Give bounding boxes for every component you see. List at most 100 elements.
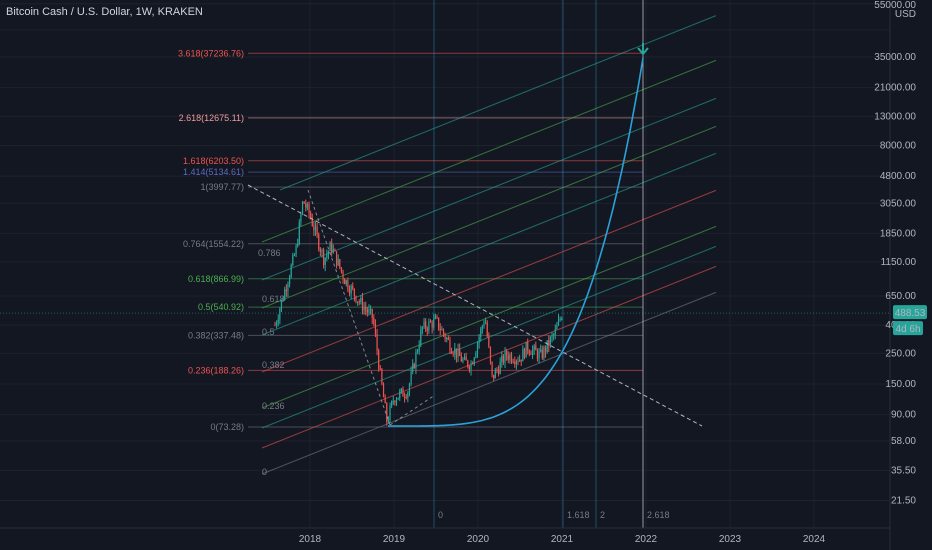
candle-body [313,225,315,231]
candle-body [460,355,462,362]
candle-body [468,366,470,370]
candle-body [457,348,459,358]
time-axis[interactable]: 2018 2019 2020 2021 2022 2023 2024 [0,527,890,545]
candle-body [428,321,430,331]
candle-body [342,271,344,279]
candle-body [557,319,560,326]
price-axis-label: 35.50 [891,465,916,476]
candle-body [494,369,496,379]
fan-label: 0 [262,467,267,477]
candle-body [331,242,333,253]
fib-level-label: 1.414(5134.61) [183,167,244,177]
candle-body [472,363,474,365]
candle-body [553,334,555,336]
arrow-down-icon [637,43,649,56]
candle-body [536,350,539,359]
candle-body [374,323,377,335]
fib-level-label: 0(73.28) [210,422,244,432]
candle-body [489,346,492,362]
candle-body [444,333,446,339]
candle-body [531,349,534,355]
candle-body [352,286,354,289]
candle-body [425,321,427,329]
candle-body [546,340,548,352]
candle-body [520,359,522,362]
candle-body [442,329,445,334]
candle-body [535,345,537,351]
candle-body [507,355,509,360]
fib-level-label: 0.5(540.92) [198,302,244,312]
candle-body [517,360,519,362]
fan-label: 0.236 [262,401,285,411]
candle-body [404,396,406,398]
candle-body [454,348,456,355]
fib-level-label: 3.618(37236.76) [178,48,244,58]
candle-body [303,201,305,204]
candle-body [348,289,351,294]
candle-body [491,361,493,375]
fan-line [261,125,717,309]
candle-body [355,295,357,303]
candle-body [439,328,441,331]
candle-body [321,249,323,252]
fan-label: 0.382 [262,360,285,370]
candle-body [412,363,414,372]
fib-level-label: 0.618(866.99) [188,274,244,284]
candle-body [441,329,443,331]
candle-body [530,353,532,355]
candle-body [353,288,355,296]
candle-body [292,255,294,265]
candle-body [533,345,535,350]
candle-body [369,308,372,310]
grid [0,0,890,528]
candle-body [519,359,521,362]
candle-body [527,341,529,351]
price-axis-label: 13000.00 [874,111,916,122]
candle-body [509,354,511,360]
candle-body [402,388,404,397]
price-axis-label: 90.00 [891,410,916,421]
fan-line [261,97,717,281]
candle-body [452,353,454,355]
countdown-tag [893,321,923,336]
candle-body [514,362,516,364]
candles [274,199,563,426]
time-axis-label: 2020 [467,534,490,545]
price-axis-label: 1150.00 [881,257,917,268]
candle-body [559,318,561,320]
candle-body [407,392,409,398]
candle-body [554,329,556,335]
candle-body [429,321,432,323]
candle-body [449,339,451,352]
price-axis-label: 58.00 [891,436,916,447]
candle-body [360,298,362,302]
fib-retracement: 3.618(37236.76) 2.618(12675.11) 1.618(6203… [178,48,643,432]
fan-line [279,15,717,191]
candle-body [314,226,317,231]
candle-body [295,246,297,256]
candle-body [345,280,347,285]
candle-body [486,322,488,337]
candle-body [502,355,505,363]
candle-body [473,357,475,364]
time-zone-label: 2.618 [647,510,670,520]
candle-body [329,242,331,252]
candle-body [480,328,482,338]
candle-body [541,349,543,359]
fan-line [261,152,717,336]
candle-body [363,307,365,311]
candle-body [287,284,289,291]
time-axis-label: 2021 [551,534,574,545]
fan-line [261,291,717,475]
candle-body [350,286,352,294]
candle-body [447,338,449,340]
candle-body [405,397,407,399]
candle-body [476,343,479,353]
candle-body [279,308,281,320]
fan-line [261,225,717,409]
price-axis-label: 1850.00 [880,228,917,239]
candle-body [311,217,313,226]
candle-body [324,257,326,265]
